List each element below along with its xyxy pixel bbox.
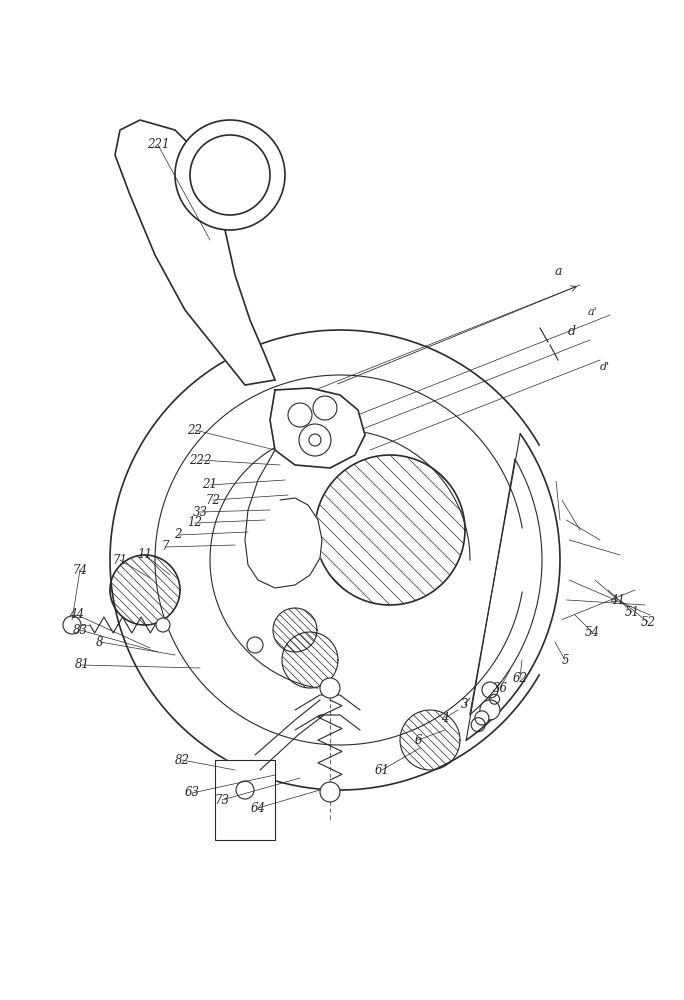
- Text: 3: 3: [461, 698, 469, 712]
- Polygon shape: [270, 388, 365, 468]
- Circle shape: [320, 782, 340, 802]
- Text: 6: 6: [415, 734, 422, 746]
- Polygon shape: [273, 608, 317, 652]
- Polygon shape: [110, 555, 180, 625]
- Text: 4: 4: [441, 712, 449, 724]
- Polygon shape: [110, 330, 539, 790]
- Polygon shape: [215, 760, 275, 840]
- Text: 73: 73: [215, 794, 230, 806]
- Text: a': a': [588, 307, 598, 317]
- Circle shape: [480, 700, 500, 720]
- Text: 62: 62: [512, 672, 527, 684]
- Text: 61: 61: [375, 764, 389, 776]
- Text: 64: 64: [250, 802, 265, 814]
- Text: 5: 5: [562, 654, 569, 666]
- Text: d': d': [600, 362, 610, 372]
- Circle shape: [63, 616, 81, 634]
- Circle shape: [190, 135, 270, 215]
- Text: 44: 44: [70, 608, 85, 621]
- Circle shape: [475, 711, 489, 725]
- Text: 11: 11: [137, 548, 153, 562]
- Circle shape: [320, 678, 340, 698]
- Circle shape: [175, 120, 285, 230]
- Text: 81: 81: [75, 658, 90, 672]
- Text: 71: 71: [112, 554, 127, 566]
- Text: 83: 83: [73, 624, 88, 637]
- Polygon shape: [115, 120, 275, 385]
- Text: 8: 8: [96, 636, 104, 648]
- Text: 221: 221: [147, 138, 169, 151]
- Polygon shape: [400, 710, 460, 770]
- Text: 12: 12: [187, 516, 202, 530]
- Circle shape: [247, 637, 263, 653]
- Text: 51: 51: [624, 605, 640, 618]
- Circle shape: [156, 618, 170, 632]
- Text: 22: 22: [187, 424, 202, 436]
- Text: 7: 7: [161, 540, 169, 554]
- Text: 54: 54: [585, 626, 599, 639]
- Text: a: a: [555, 265, 562, 278]
- Text: d: d: [568, 325, 576, 338]
- Text: 41: 41: [611, 593, 625, 606]
- Text: 36: 36: [492, 682, 508, 694]
- Text: 222: 222: [189, 454, 211, 466]
- Text: 33: 33: [192, 506, 207, 518]
- Polygon shape: [282, 632, 338, 688]
- Polygon shape: [466, 434, 560, 740]
- Text: 21: 21: [202, 479, 218, 491]
- Polygon shape: [245, 450, 322, 588]
- Text: 2: 2: [174, 528, 182, 542]
- Text: 63: 63: [185, 786, 200, 800]
- Text: 52: 52: [640, 615, 655, 629]
- Text: 72: 72: [205, 493, 220, 506]
- Circle shape: [482, 682, 498, 698]
- Text: 74: 74: [73, 564, 88, 576]
- Circle shape: [236, 781, 254, 799]
- Polygon shape: [315, 455, 465, 605]
- Text: 82: 82: [174, 754, 189, 766]
